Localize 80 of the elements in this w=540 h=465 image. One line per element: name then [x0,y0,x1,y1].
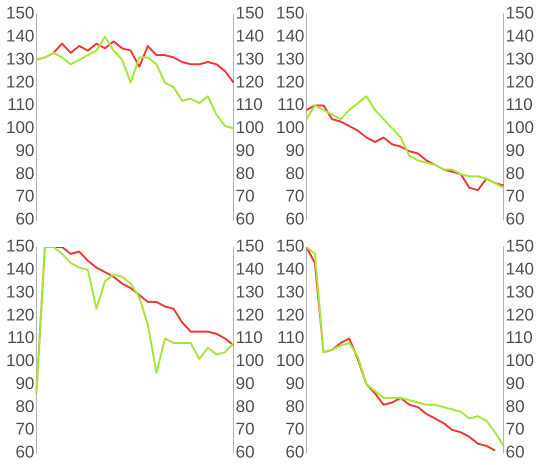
y-tick-label: 140 [276,26,304,46]
y-tick-label: 150 [6,236,34,256]
y2-tick-label: 110 [236,95,263,114]
y2-tick-label: 70 [236,420,255,439]
y-tick-label: 100 [6,118,34,138]
y-tick-label: 60 [285,209,304,228]
y2-tick-label: 130 [506,282,534,302]
y2-tick-label: 70 [236,186,255,206]
y2-tick-label: 100 [506,351,534,370]
y-tick-label: 130 [6,49,34,68]
y-tick-label: 110 [7,95,34,114]
y-tick-label: 120 [276,72,304,92]
y-tick-label: 100 [6,351,34,370]
y-tick-label: 130 [6,282,34,302]
y-tick-label: 140 [6,260,34,279]
y-tick-label: 150 [276,4,304,23]
y-tick-label: 90 [285,140,304,160]
y-tick-label: 80 [285,396,304,416]
y2-tick-label: 100 [236,118,264,138]
y2-tick-label: 60 [236,442,255,462]
y2-tick-label: 70 [506,420,525,439]
y-tick-label: 110 [7,328,34,348]
y-tick-label: 120 [6,305,34,324]
y2-tick-label: 90 [236,140,255,160]
y-tick-label: 110 [277,328,304,348]
y2-tick-label: 130 [506,49,534,68]
y-tick-label: 130 [276,282,304,302]
y2-tick-label: 150 [236,4,264,23]
y-tick-label: 60 [285,442,304,462]
y2-tick-label: 140 [236,260,264,279]
y2-tick-label: 90 [236,374,255,393]
y2-tick-label: 100 [236,351,264,370]
y2-tick-label: 80 [506,164,525,183]
y-tick-label: 70 [15,420,34,439]
y2-tick-label: 150 [236,236,264,256]
y-tick-label: 150 [6,4,34,23]
y2-tick-label: 70 [506,186,525,206]
y2-tick-label: 120 [506,305,534,324]
y2-tick-label: 60 [236,209,255,228]
y2-tick-label: 130 [236,282,264,302]
y2-tick-label: 120 [236,305,264,324]
y2-tick-label: 140 [506,260,534,279]
y-tick-label: 90 [15,140,34,160]
y2-tick-label: 60 [506,442,525,462]
y-tick-label: 140 [6,26,34,46]
y-tick-label: 80 [285,164,304,183]
y2-tick-label: 110 [506,328,533,348]
y2-tick-label: 80 [236,164,255,183]
y2-tick-label: 120 [506,72,534,92]
y2-tick-label: 120 [236,72,264,92]
y2-tick-label: 60 [506,209,525,228]
y2-tick-label: 90 [506,374,525,393]
y-tick-label: 90 [285,374,304,393]
y2-tick-label: 110 [506,95,533,114]
y-tick-label: 80 [15,396,34,416]
y-tick-label: 130 [276,49,304,68]
y-tick-label: 70 [15,186,34,206]
y2-tick-label: 110 [236,328,263,348]
y2-tick-label: 100 [506,118,534,138]
y-tick-label: 70 [285,420,304,439]
y-tick-label: 120 [6,72,34,92]
y-tick-label: 70 [285,186,304,206]
y-tick-label: 90 [15,374,34,393]
y-tick-label: 60 [15,442,34,462]
y-tick-label: 100 [276,118,304,138]
y2-tick-label: 130 [236,49,264,68]
y-tick-label: 80 [15,164,34,183]
y2-tick-label: 140 [506,26,534,46]
y-tick-label: 60 [15,209,34,228]
y2-tick-label: 90 [506,140,525,160]
y2-tick-label: 80 [236,396,255,416]
y-tick-label: 150 [276,236,304,256]
y-tick-label: 120 [276,305,304,324]
y-tick-label: 110 [277,95,304,114]
y2-tick-label: 150 [506,236,534,256]
y-tick-label: 140 [276,260,304,279]
y2-tick-label: 140 [236,26,264,46]
y2-tick-label: 150 [506,4,534,23]
y2-tick-label: 80 [506,396,525,416]
y-tick-label: 100 [276,351,304,370]
